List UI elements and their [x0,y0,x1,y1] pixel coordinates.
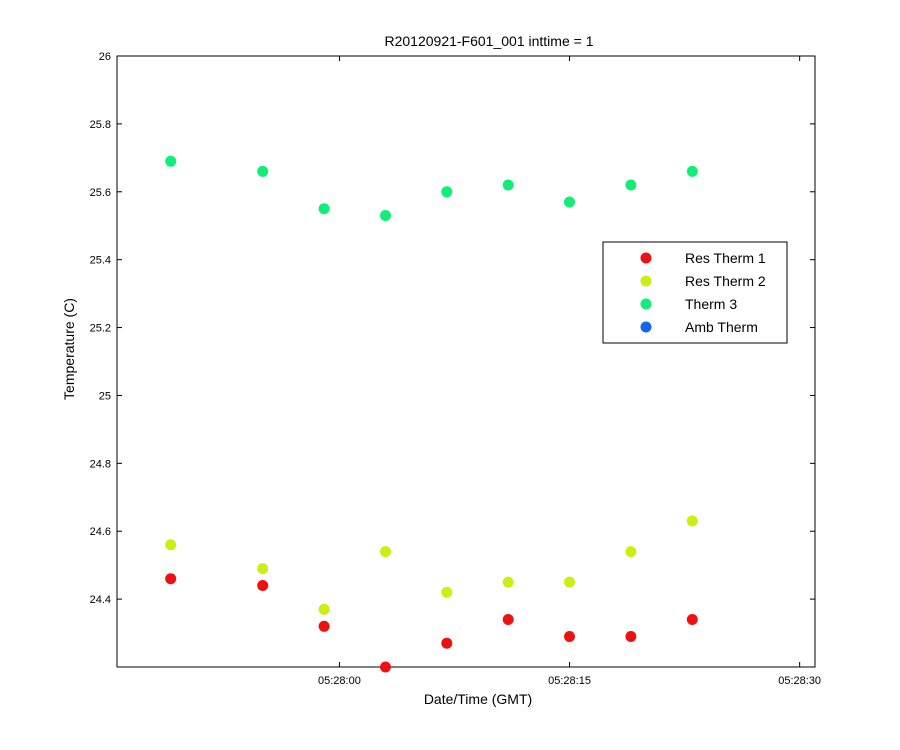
legend-marker [640,252,652,264]
data-point-res-therm-1 [165,573,177,585]
data-point-therm-3 [257,165,269,177]
legend-label: Res Therm 2 [685,273,766,289]
x-tick-label: 05:28:30 [778,675,821,687]
data-point-therm-3 [441,186,453,198]
data-point-therm-3 [318,203,330,215]
legend-box [602,241,788,344]
data-point-therm-3 [686,165,698,177]
y-tick-label: 25.6 [90,187,111,199]
data-point-res-therm-1 [380,661,391,673]
data-point-res-therm-2 [564,576,575,588]
data-point-therm-3 [625,179,637,191]
data-point-res-therm-2 [625,546,637,558]
y-tick-label: 24.6 [90,526,111,538]
legend-label: Res Therm 1 [685,250,766,266]
data-point-res-therm-1 [257,580,269,591]
data-point-res-therm-2 [502,576,514,588]
legend-marker [640,275,652,287]
data-point-res-therm-1 [564,631,575,642]
y-axis-label: Temperature (C) [61,298,77,400]
y-tick-label: 25.2 [90,323,111,335]
data-point-res-therm-1 [502,614,514,625]
data-point-res-therm-2 [257,563,269,575]
legend-label: Therm 3 [685,296,737,312]
x-tick-label: 05:28:15 [548,675,591,687]
data-point-res-therm-1 [441,637,453,649]
data-point-res-therm-2 [165,539,177,551]
y-tick-label: 24.8 [90,458,111,470]
legend-marker [640,321,652,333]
legend-marker [640,298,652,310]
legend: Res Therm 1 Res Therm 2 Therm 3 Amb Therm [602,241,788,344]
x-tick-label: 05:28:00 [318,675,361,687]
data-point-therm-3 [165,155,177,167]
legend-label: Amb Therm [685,319,758,335]
data-point-res-therm-2 [686,515,698,527]
data-point-therm-3 [502,179,514,191]
y-axis: 24.4 24.6 24.8 25 25.2 25.4 25.6 25.8 26 [90,51,815,606]
data-point-res-therm-2 [441,586,453,598]
y-tick-label: 25.8 [90,119,111,131]
x-axis-label: Date/Time (GMT) [424,691,532,707]
data-point-therm-3 [380,210,391,221]
data-point-therm-3 [564,196,575,208]
data-point-res-therm-2 [318,603,330,615]
y-tick-label: 25.4 [90,255,111,267]
y-tick-label: 25 [99,390,111,402]
x-axis: 05:28:00 05:28:15 05:28:30 [318,56,821,687]
y-tick-label: 26 [99,51,111,63]
data-point-res-therm-1 [686,614,698,625]
data-point-res-therm-2 [380,546,391,558]
y-tick-label: 24.4 [90,594,111,606]
plot-area [116,55,816,668]
data-point-res-therm-1 [318,620,330,632]
chart-title: R20120921-F601_001 inttime = 1 [385,33,594,49]
data-points [165,155,698,673]
data-point-res-therm-1 [625,631,637,642]
